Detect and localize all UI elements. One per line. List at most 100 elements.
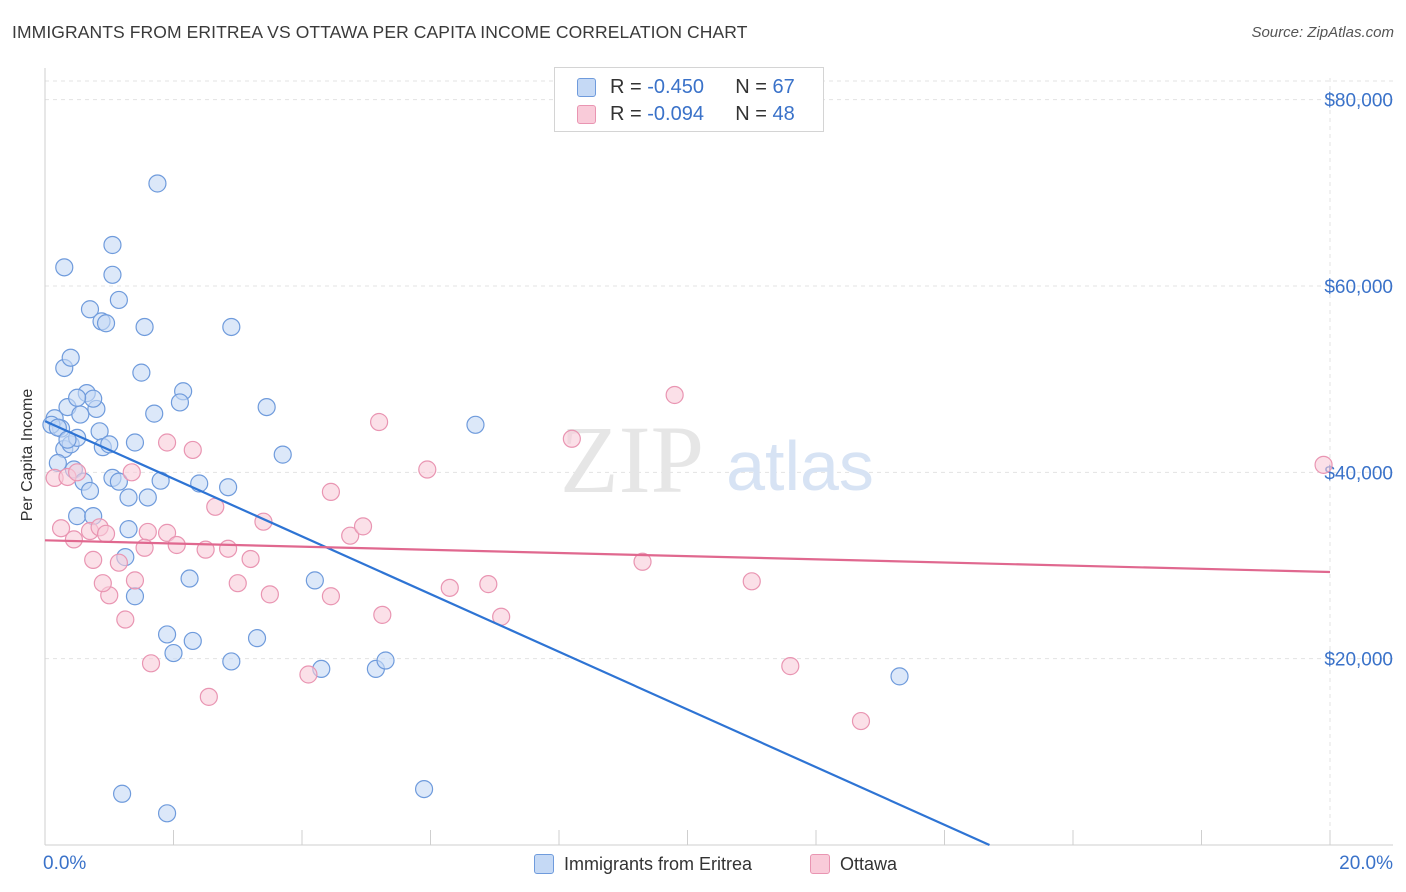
point-ottawa xyxy=(157,523,177,542)
point-ottawa xyxy=(260,585,279,604)
axes xyxy=(44,68,1393,846)
point-eritrea xyxy=(112,784,132,803)
point-eritrea xyxy=(257,397,276,417)
point-ottawa xyxy=(321,587,341,606)
bottom-legend-eritrea: Immigrants from Eritrea xyxy=(534,852,752,876)
bottom-legend-swatch-ottawa xyxy=(810,854,830,874)
point-ottawa xyxy=(109,553,128,572)
point-ottawa xyxy=(665,385,684,405)
point-eritrea xyxy=(125,433,145,452)
y-tick-label: $20,000 xyxy=(1324,650,1393,671)
point-ottawa xyxy=(141,654,161,673)
legend-swatch-ottawa xyxy=(577,104,596,124)
bottom-legend-label-ottawa: Ottawa xyxy=(840,853,898,874)
point-eritrea xyxy=(305,571,324,590)
point-eritrea xyxy=(180,569,199,588)
point-ottawa xyxy=(1314,455,1333,474)
legend-r-label: R = xyxy=(610,102,642,125)
point-eritrea xyxy=(170,393,190,412)
point-eritrea xyxy=(222,317,241,337)
legend-r-value: -0.094 xyxy=(647,102,704,125)
point-ottawa xyxy=(84,550,103,569)
point-eritrea xyxy=(103,235,122,255)
point-eritrea xyxy=(71,405,90,424)
point-eritrea xyxy=(148,174,167,193)
point-eritrea xyxy=(157,804,177,823)
point-eritrea xyxy=(84,389,103,408)
point-eritrea xyxy=(68,507,87,526)
point-ottawa xyxy=(341,526,360,545)
point-ottawa xyxy=(219,539,238,558)
legend-r-value: -0.450 xyxy=(647,75,704,98)
point-ottawa xyxy=(781,657,800,676)
legend-n-value: 48 xyxy=(772,102,795,125)
point-eritrea xyxy=(138,488,157,507)
point-eritrea xyxy=(125,587,145,606)
point-ottawa xyxy=(96,524,116,543)
watermark-zip: ZIP xyxy=(560,406,704,513)
point-eritrea xyxy=(80,300,100,319)
point-ottawa xyxy=(183,440,202,460)
point-ottawa xyxy=(370,412,389,432)
point-eritrea xyxy=(119,488,138,507)
point-ottawa xyxy=(479,575,498,594)
point-eritrea xyxy=(68,388,87,407)
chart-source: Source: ZipAtlas.com xyxy=(1251,24,1394,41)
point-ottawa xyxy=(199,687,218,706)
point-eritrea xyxy=(466,415,485,434)
point-eritrea xyxy=(80,481,100,501)
y-tick-label: $60,000 xyxy=(1324,277,1393,298)
point-ottawa xyxy=(125,571,145,590)
point-eritrea xyxy=(219,478,238,497)
point-eritrea xyxy=(273,445,292,464)
point-eritrea xyxy=(247,629,267,648)
point-ottawa xyxy=(633,552,652,571)
point-ottawa xyxy=(228,574,247,593)
trend-line-ottawa xyxy=(44,539,1331,574)
point-eritrea xyxy=(96,314,116,333)
point-eritrea xyxy=(145,404,164,423)
point-eritrea xyxy=(61,348,80,367)
point-ottawa xyxy=(167,535,186,555)
point-eritrea xyxy=(55,258,74,277)
point-ottawa xyxy=(51,519,71,538)
point-ottawa xyxy=(851,711,871,731)
legend-swatch-eritrea xyxy=(577,77,596,97)
legend-n-label: N = xyxy=(735,75,767,98)
correlation-legend: R = -0.450 N = 67 R = -0.094 N = 48 xyxy=(554,67,824,132)
watermark: ZIP atlas xyxy=(560,406,874,513)
legend-r-label: R = xyxy=(610,75,642,98)
bottom-legend-ottawa: Ottawa xyxy=(810,852,897,876)
point-ottawa xyxy=(353,517,373,536)
gridlines xyxy=(45,78,1393,845)
trend-line-eritrea xyxy=(44,420,990,847)
point-ottawa xyxy=(562,429,581,448)
point-ottawa xyxy=(138,522,157,542)
point-eritrea xyxy=(109,472,128,491)
point-ottawa xyxy=(373,605,392,624)
point-eritrea xyxy=(103,265,122,284)
point-eritrea xyxy=(376,651,395,670)
point-eritrea xyxy=(157,625,177,644)
point-ottawa xyxy=(122,463,141,482)
point-ottawa xyxy=(64,530,84,549)
point-ottawa xyxy=(68,463,87,482)
y-tick-label: $40,000 xyxy=(1324,463,1393,484)
point-eritrea xyxy=(119,520,138,539)
point-ottawa xyxy=(321,482,341,501)
point-ottawa xyxy=(93,574,112,593)
legend-n-label: N = xyxy=(735,102,767,125)
legend-n-value: 67 xyxy=(772,75,795,98)
point-eritrea xyxy=(414,779,434,799)
y-tick-label: $80,000 xyxy=(1324,91,1393,112)
point-eritrea xyxy=(109,290,128,310)
point-eritrea xyxy=(222,652,241,671)
watermark-atlas: atlas xyxy=(726,427,874,505)
point-ottawa xyxy=(157,433,177,452)
point-ottawa xyxy=(299,665,318,684)
point-eritrea xyxy=(164,643,183,663)
legend-row-eritrea: R = -0.450 N = 67 xyxy=(577,74,795,100)
point-ottawa xyxy=(742,572,761,591)
point-eritrea xyxy=(132,363,151,382)
point-ottawa xyxy=(440,578,459,597)
